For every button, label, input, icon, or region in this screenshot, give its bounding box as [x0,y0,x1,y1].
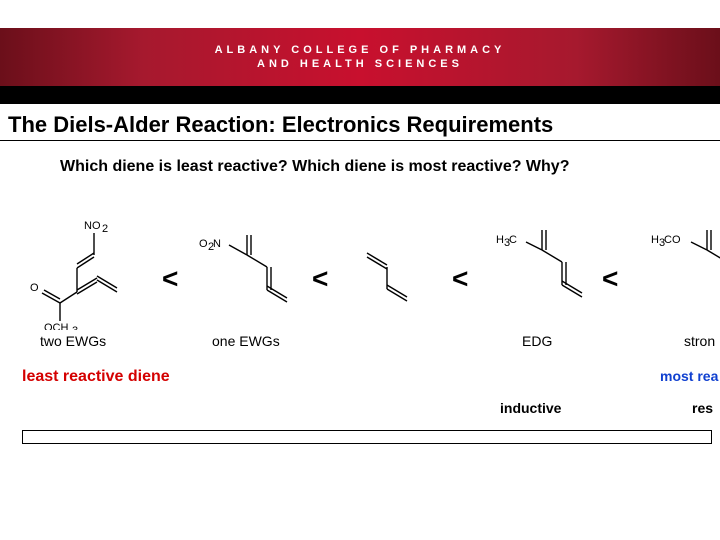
molecule-3 [352,243,432,313]
molecule-4: H3C [492,225,592,315]
svg-text:3: 3 [72,325,78,330]
header-line1: ALBANY COLLEGE OF PHARMACY [215,44,506,56]
most-reactive-label: most rea [660,368,718,384]
molecule-5-svg: H3CO [647,225,720,315]
svg-text:O: O [30,282,39,294]
svg-text:NO: NO [84,220,101,232]
label-strong: stron [684,333,715,349]
svg-text:O: O [199,238,208,250]
molecule-row: NO2 O OCH3 < O2N < [22,215,720,365]
least-reactive-label: least reactive diene [22,368,170,386]
svg-text:CO: CO [664,234,681,246]
svg-text:OCH: OCH [44,322,69,330]
svg-text:N: N [213,238,221,250]
svg-text:2: 2 [102,223,108,235]
title-underline [0,140,720,141]
less-than-4: < [602,263,618,295]
less-than-1: < [162,263,178,295]
less-than-3: < [452,263,468,295]
resonance-label: res [692,400,713,416]
inductive-label: inductive [500,400,561,416]
slide-title: The Diels-Alder Reaction: Electronics Re… [8,112,553,138]
black-band [0,86,720,104]
label-one-ewg: one EWGs [212,333,280,349]
molecule-4-svg: H3C [492,225,592,315]
slide-question: Which diene is least reactive? Which die… [60,158,569,176]
molecule-2-svg: O2N [197,225,297,315]
label-two-ewgs: two EWGs [40,333,106,349]
svg-text:H: H [496,234,504,246]
svg-text:H: H [651,234,659,246]
less-than-2: < [312,263,328,295]
molecule-1: NO2 O OCH3 [22,215,132,330]
reactivity-bar [22,430,712,444]
molecule-3-svg [352,243,432,313]
label-edg: EDG [522,333,552,349]
molecule-2: O2N [197,225,297,315]
molecule-5: H3CO [647,225,720,315]
svg-text:C: C [509,234,517,246]
header-line2: AND HEALTH SCIENCES [257,58,463,70]
header-band: ALBANY COLLEGE OF PHARMACY AND HEALTH SC… [0,28,720,86]
molecule-1-svg: NO2 O OCH3 [22,215,132,330]
